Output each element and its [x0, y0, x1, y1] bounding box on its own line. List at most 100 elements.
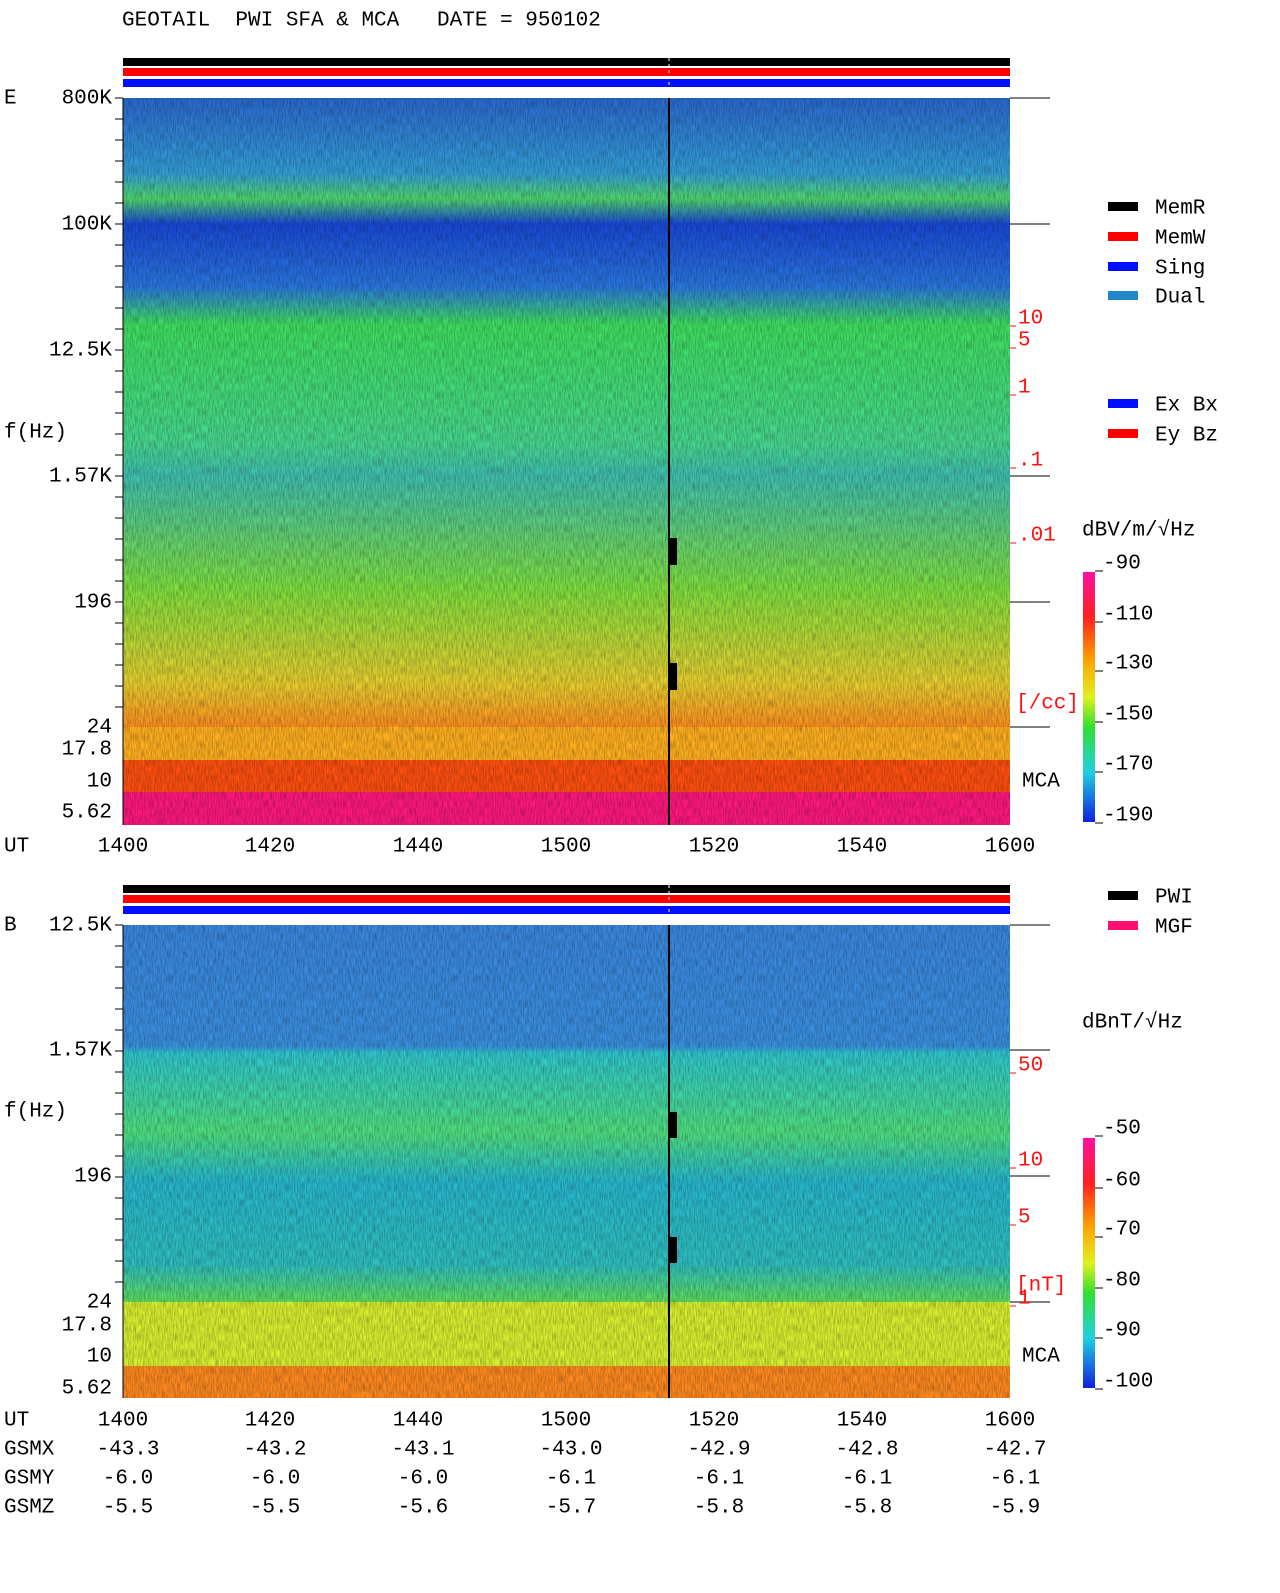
freq-label: 196	[74, 592, 112, 615]
status-bar	[123, 58, 1010, 66]
scale-label: .1	[1018, 450, 1043, 473]
freq-label: 12.5K	[49, 915, 112, 938]
scale-unit: [/cc]	[1016, 693, 1079, 716]
orbit-value: -6.0	[398, 1468, 448, 1491]
orbit-value: -42.7	[983, 1439, 1046, 1462]
time-tick-label: 1540	[837, 1410, 887, 1433]
time-tick-label: 1440	[393, 1410, 443, 1433]
colorbar-label: -150	[1103, 704, 1153, 727]
colorbar-label: -90	[1103, 553, 1141, 576]
scale-label: 10	[1018, 308, 1043, 331]
time-tick-label: 1400	[98, 836, 148, 859]
title: GEOTAIL PWI SFA & MCA DATE = 950102	[122, 10, 601, 33]
panel-label: E	[4, 88, 17, 111]
legend-swatch	[1108, 399, 1138, 408]
scale-label: 1	[1018, 377, 1031, 400]
status-bar	[123, 895, 1010, 903]
orbit-value: -6.0	[103, 1468, 153, 1491]
colorbar-label: -90	[1103, 1320, 1141, 1343]
orbit-label: GSMZ	[4, 1497, 54, 1520]
unit-label: dBnT/√Hz	[1082, 1011, 1183, 1035]
freq-label: 800K	[62, 88, 113, 111]
colorbar	[1083, 572, 1095, 822]
freq-label: 196	[74, 1166, 112, 1189]
orbit-value: -5.5	[103, 1497, 153, 1520]
orbit-value: -5.7	[546, 1497, 596, 1520]
freq-label: 1.57K	[49, 466, 112, 489]
freq-label: 5.62	[62, 802, 112, 825]
legend-label: MGF	[1155, 917, 1193, 940]
time-tick-label: 1500	[541, 836, 591, 859]
scale-label: 5	[1018, 1207, 1031, 1230]
y-axis-label: f(Hz)	[4, 1101, 67, 1124]
status-bar	[123, 68, 1010, 76]
colorbar	[1083, 1138, 1095, 1388]
legend-label: Ey Bz	[1155, 425, 1218, 448]
orbit-value: -43.3	[96, 1439, 159, 1462]
orbit-value: -6.1	[546, 1468, 596, 1491]
colorbar-label: -130	[1103, 653, 1153, 676]
orbit-label: GSMX	[4, 1439, 55, 1462]
legend-swatch	[1108, 291, 1138, 300]
colorbar-label: -70	[1103, 1219, 1141, 1242]
colorbar-label: -190	[1103, 805, 1153, 828]
gap-block	[669, 663, 677, 690]
colorbar-label: -100	[1103, 1371, 1153, 1394]
time-tick-label: 1420	[245, 836, 295, 859]
y-axis-label: f(Hz)	[4, 422, 67, 445]
status-bar	[123, 885, 1010, 893]
time-tick-label: 1540	[837, 836, 887, 859]
orbit-label: GSMY	[4, 1468, 55, 1491]
legend-swatch	[1108, 429, 1138, 438]
colorbar-label: -80	[1103, 1270, 1141, 1293]
time-tick-label: 1520	[689, 836, 739, 859]
legend-swatch	[1108, 202, 1138, 211]
freq-label: 1.57K	[49, 1040, 112, 1063]
orbit-value: -42.8	[835, 1439, 898, 1462]
scale-label: 50	[1018, 1055, 1043, 1078]
freq-label: 10	[87, 1346, 112, 1369]
freq-label: 17.8	[62, 1315, 112, 1338]
time-tick-label: 1600	[985, 1410, 1035, 1433]
legend-swatch	[1108, 921, 1138, 930]
time-tick-label: 1440	[393, 836, 443, 859]
time-tick-label: 1520	[689, 1410, 739, 1433]
time-axis-label: UT	[4, 1410, 29, 1433]
scale-label: 10	[1018, 1150, 1043, 1173]
legend-swatch	[1108, 232, 1138, 241]
legend-label: Sing	[1155, 258, 1205, 281]
freq-label: 100K	[62, 214, 113, 237]
orbit-value: -6.1	[842, 1468, 892, 1491]
scale-label: 5	[1018, 330, 1031, 353]
legend-swatch	[1108, 262, 1138, 271]
scale-label: .01	[1018, 525, 1056, 548]
gap-block	[669, 1112, 677, 1138]
spectrogram-texture	[123, 98, 1010, 825]
legend-label: Dual	[1155, 287, 1205, 310]
mca-label: MCA	[1022, 1346, 1060, 1369]
orbit-value: -43.2	[243, 1439, 306, 1462]
freq-label: 5.62	[62, 1378, 112, 1401]
status-bar	[123, 79, 1010, 87]
mca-label: MCA	[1022, 771, 1060, 794]
orbit-value: -5.6	[398, 1497, 448, 1520]
unit-label: dBV/m/√Hz	[1082, 519, 1195, 543]
time-axis-label: UT	[4, 836, 29, 859]
freq-label: 12.5K	[49, 340, 112, 363]
legend-swatch	[1108, 891, 1138, 900]
freq-label: 24	[87, 1292, 112, 1315]
gap-block	[669, 1237, 677, 1263]
orbit-value: -5.9	[990, 1497, 1040, 1520]
time-tick-label: 1420	[245, 1410, 295, 1433]
legend-label: MemR	[1155, 198, 1206, 221]
orbit-value: -6.1	[694, 1468, 744, 1491]
scale-label: 1	[1018, 1288, 1031, 1311]
colorbar-label: -60	[1103, 1170, 1141, 1193]
freq-label: 24	[87, 717, 112, 740]
legend-label: PWI	[1155, 887, 1193, 910]
status-bar	[123, 906, 1010, 914]
colorbar-label: -50	[1103, 1118, 1141, 1141]
freq-label: 10	[87, 771, 112, 794]
